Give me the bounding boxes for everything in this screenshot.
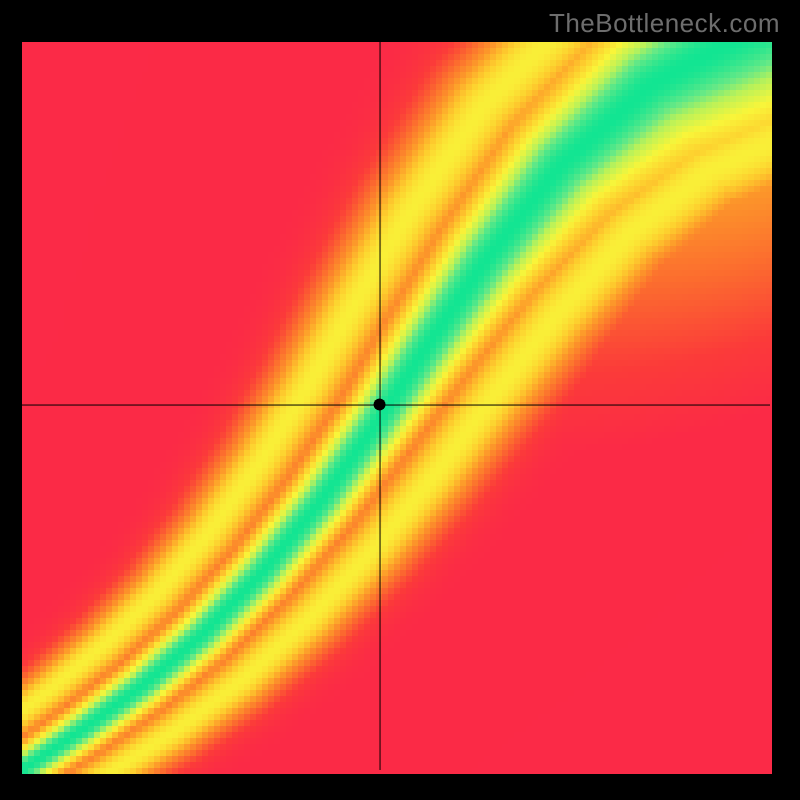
chart-stage: { "watermark": { "text": "TheBottleneck.… xyxy=(0,0,800,800)
watermark-text: TheBottleneck.com xyxy=(549,8,780,39)
bottleneck-heatmap xyxy=(0,0,800,800)
